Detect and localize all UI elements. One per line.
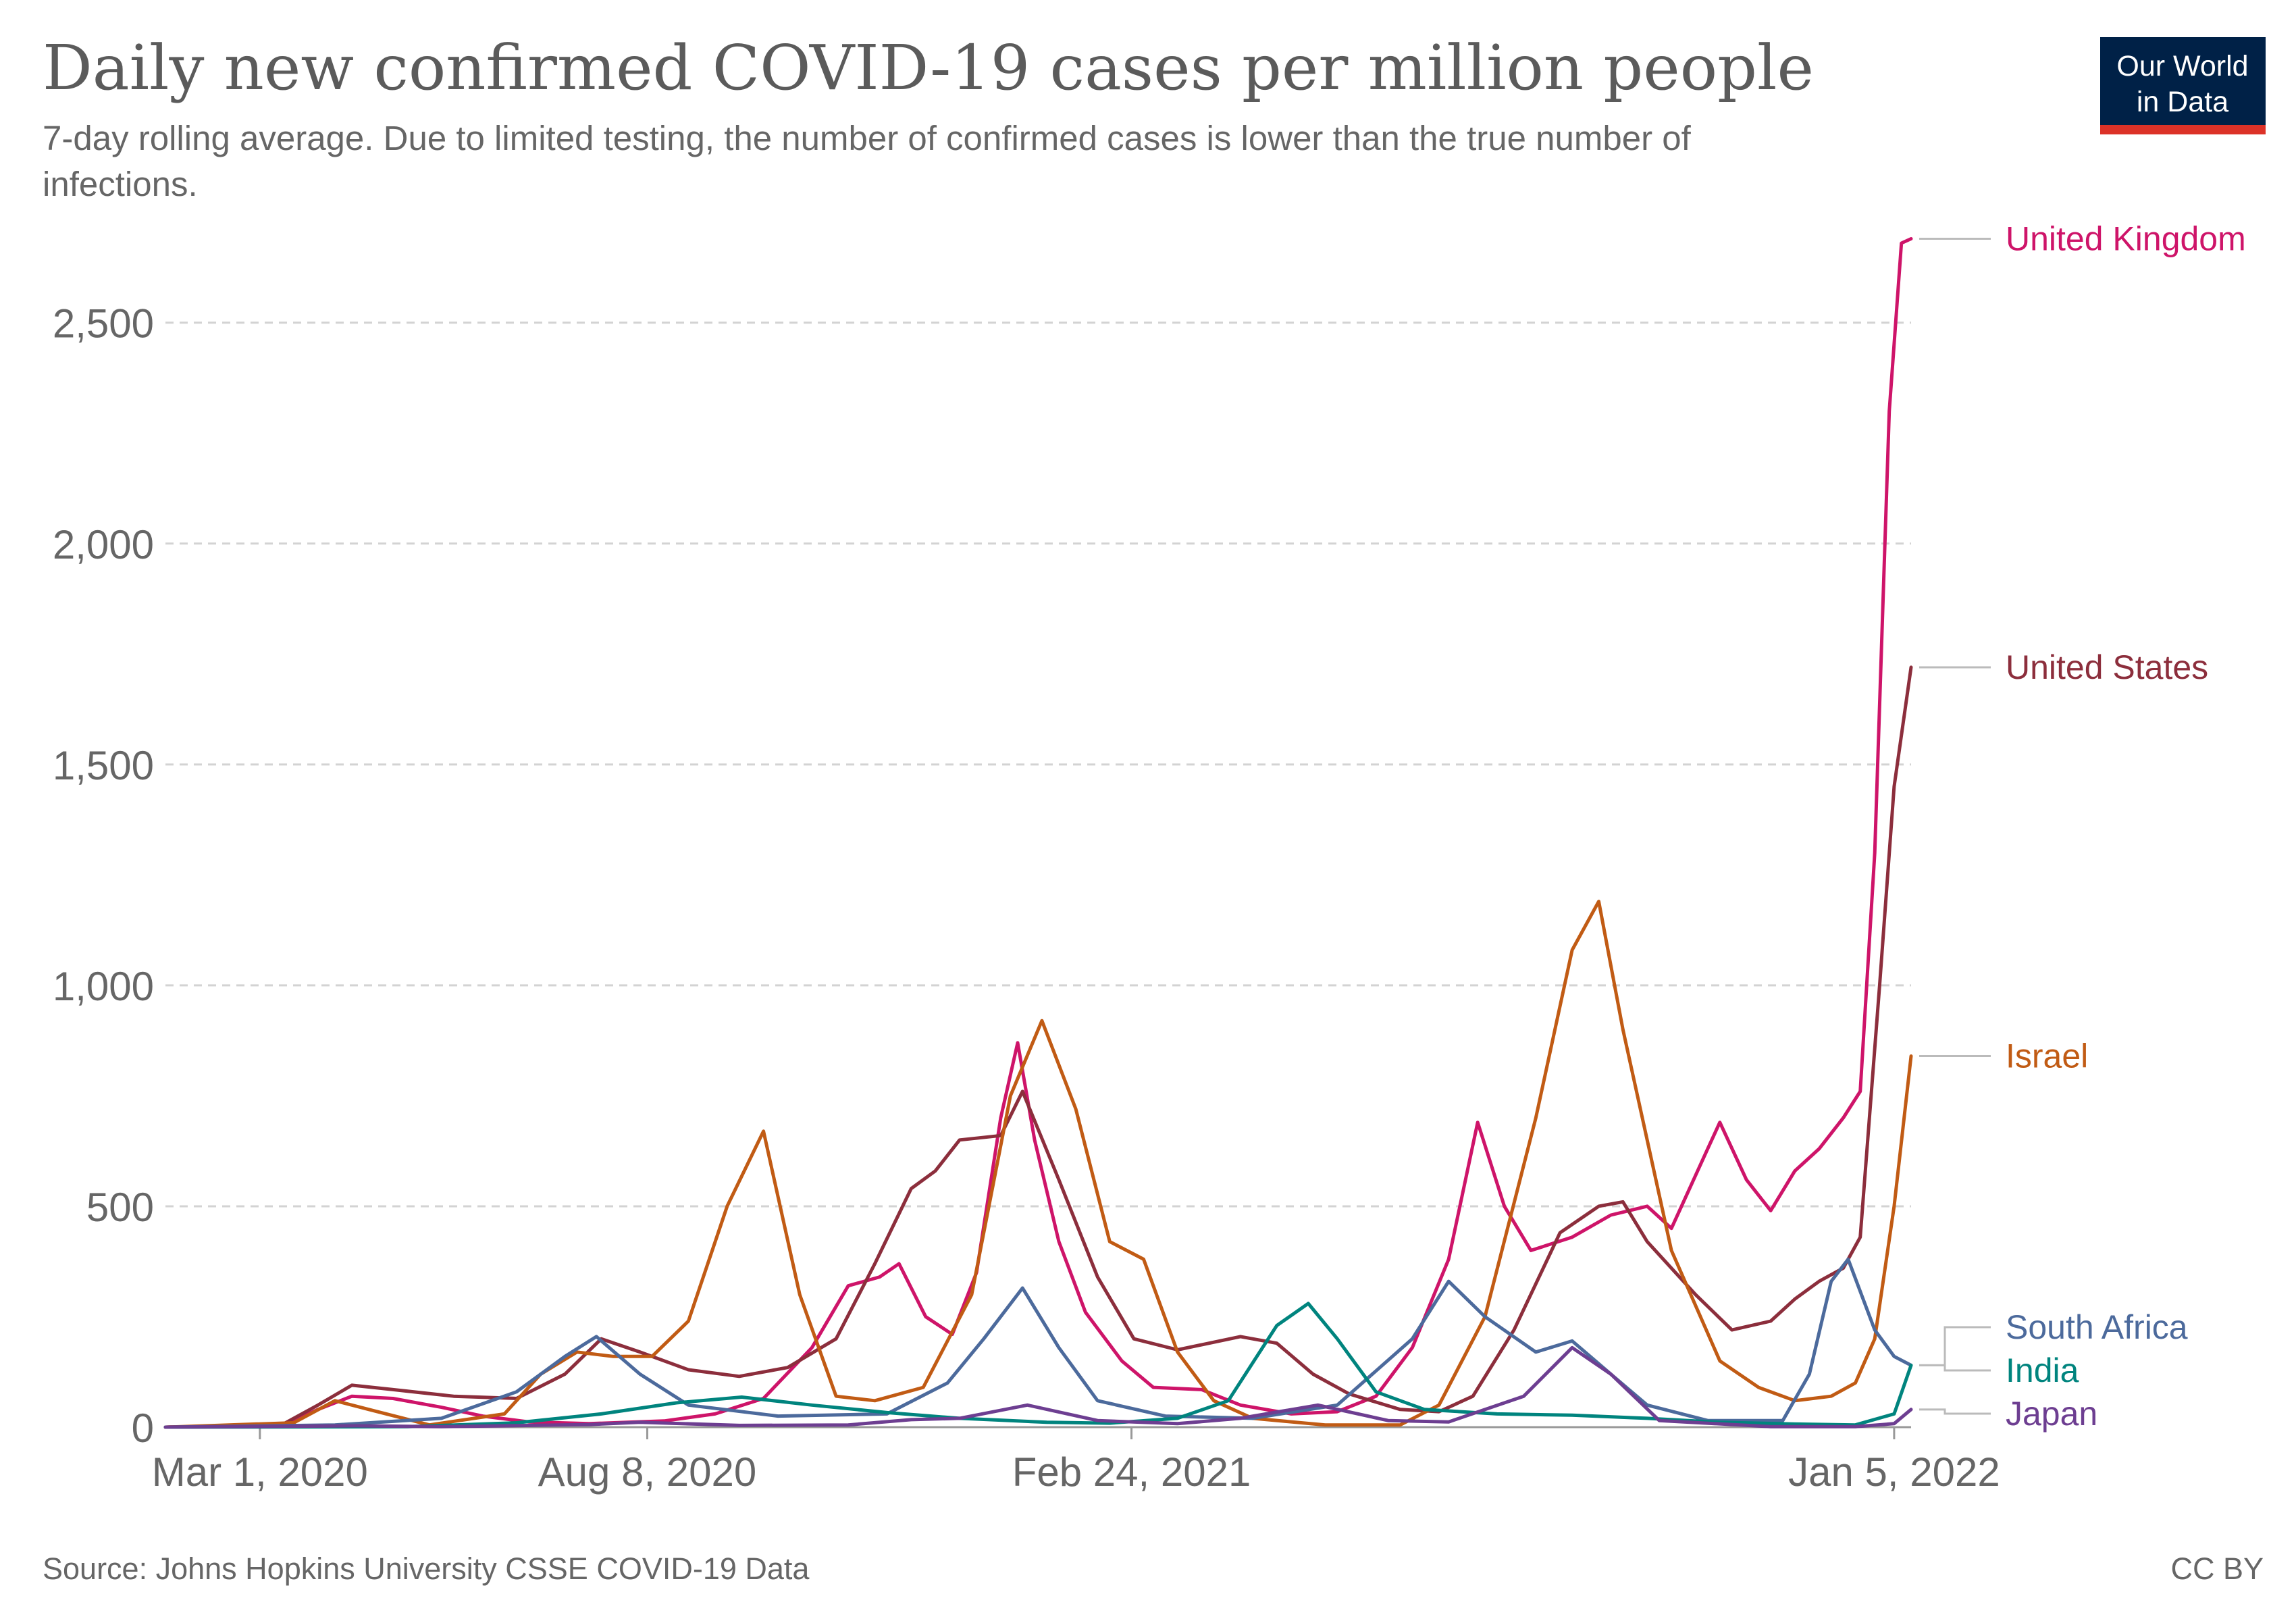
series-line — [163, 1345, 1913, 1429]
y-tick-label: 2,500 — [53, 301, 154, 346]
legend-label: India — [2006, 1352, 2079, 1389]
logo-line1: Our World — [2116, 50, 2248, 82]
legend-label: United Kingdom — [2006, 220, 2246, 257]
y-tick-label: 1,000 — [53, 964, 154, 1009]
source-note[interactable]: Source: Johns Hopkins University CSSE CO… — [43, 1551, 810, 1586]
series-line — [163, 237, 1913, 1429]
legend-connector — [1919, 1408, 1991, 1415]
chart-title: Daily new confirmed COVID-19 cases per m… — [43, 32, 1814, 104]
legend-label: Japan — [2006, 1395, 2097, 1433]
legend-label: United States — [2006, 648, 2208, 686]
series-lines — [163, 237, 1913, 1429]
y-axis: 0 500 1,000 1,500 2,000 2,500 — [53, 301, 154, 1451]
legend-connector — [1919, 1364, 1991, 1372]
x-tick-label: Feb 24, 2021 — [1012, 1449, 1251, 1495]
y-tick-label: 0 — [132, 1406, 154, 1451]
series-line — [163, 665, 1913, 1429]
series-line — [163, 1257, 1913, 1429]
chart-subtitle-line2: infections. — [43, 165, 198, 203]
series-line — [163, 900, 1913, 1429]
x-tick-label: Jan 5, 2022 — [1788, 1449, 2000, 1495]
x-tick-label: Aug 8, 2020 — [538, 1449, 757, 1495]
legend: United Kingdom United States Israel South A… — [1919, 220, 2246, 1433]
license-note[interactable]: CC BY — [2170, 1551, 2264, 1586]
y-tick-label: 2,000 — [53, 522, 154, 567]
owid-logo[interactable]: Our World in Data — [2100, 37, 2266, 134]
y-tick-label: 500 — [86, 1185, 154, 1230]
legend-connector — [1919, 1326, 1991, 1366]
gridlines — [165, 321, 1911, 1208]
y-tick-label: 1,500 — [53, 743, 154, 788]
logo-stripe — [2100, 125, 2266, 134]
logo-background — [2100, 37, 2266, 125]
legend-label: Israel — [2006, 1037, 2088, 1075]
chart-subtitle: 7-day rolling average. Due to limited te… — [43, 119, 1692, 157]
legend-label: South Africa — [2006, 1308, 2188, 1346]
x-tick-label: Mar 1, 2020 — [152, 1449, 368, 1495]
x-axis: Mar 1, 2020 Aug 8, 2020 Feb 24, 2021 Jan 5,… — [152, 1426, 2000, 1495]
logo-line2: in Data — [2137, 86, 2228, 118]
